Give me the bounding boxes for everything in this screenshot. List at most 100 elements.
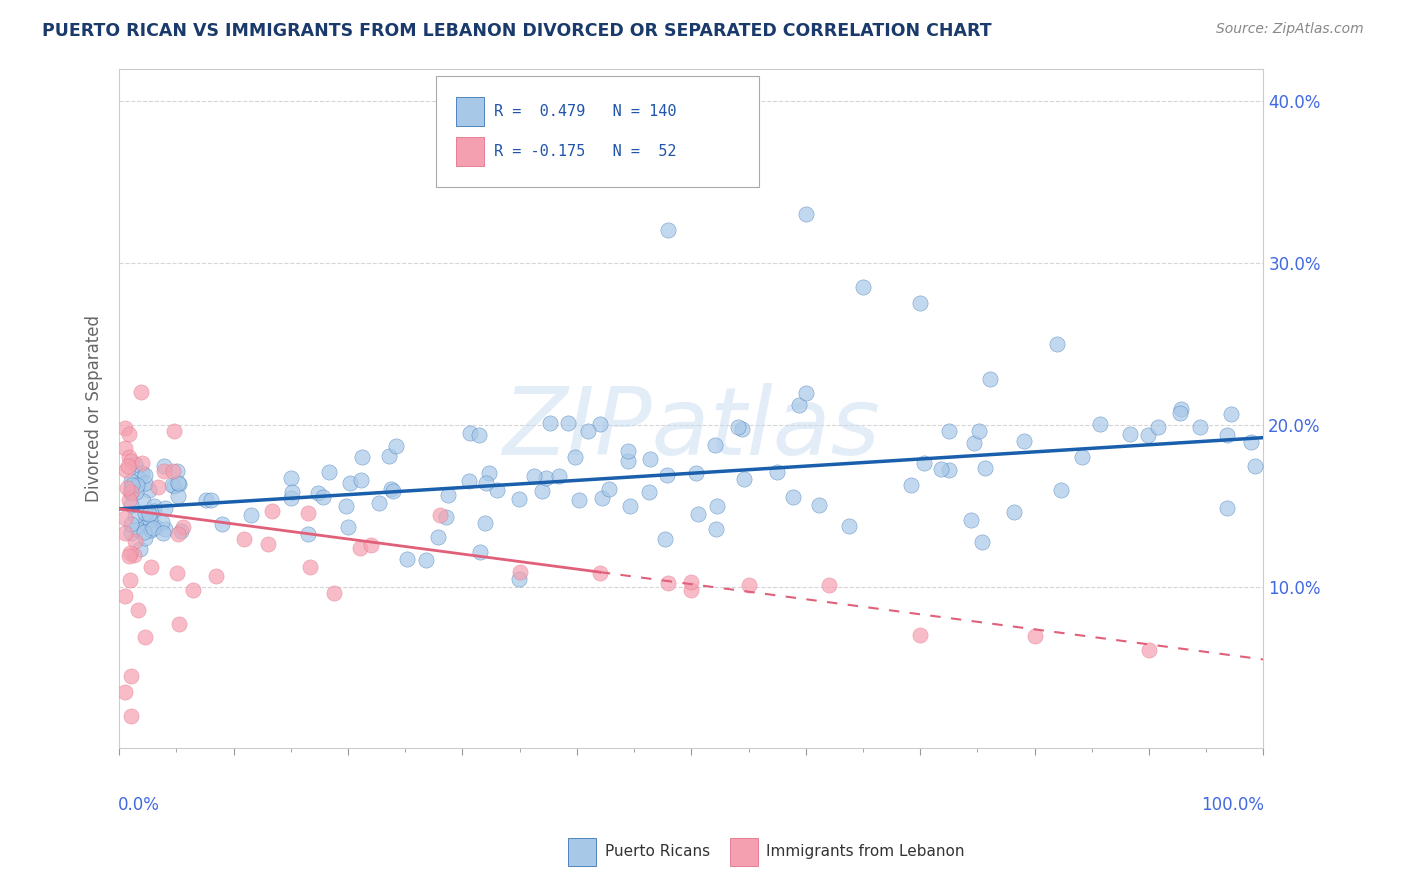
- Point: [852, 280, 875, 294]
- Point: [120, 485, 142, 500]
- Point: [591, 491, 613, 505]
- Point: [478, 466, 501, 480]
- Point: [360, 538, 382, 552]
- Point: [280, 471, 302, 485]
- Point: [808, 498, 831, 512]
- Point: [1119, 427, 1142, 442]
- Point: [114, 589, 136, 603]
- Point: [143, 499, 166, 513]
- Point: [766, 465, 789, 479]
- Point: [121, 478, 143, 492]
- Point: [120, 485, 142, 500]
- Point: [124, 533, 146, 548]
- Point: [1050, 483, 1073, 497]
- Point: [576, 424, 599, 438]
- Point: [731, 423, 754, 437]
- Point: [1170, 402, 1192, 417]
- Point: [142, 521, 165, 535]
- Point: [1240, 434, 1263, 449]
- Point: [132, 524, 155, 539]
- Point: [280, 491, 302, 505]
- Point: [139, 513, 162, 527]
- Point: [160, 478, 183, 492]
- Point: [240, 508, 263, 522]
- Point: [350, 473, 373, 487]
- Point: [114, 525, 136, 540]
- Point: [638, 485, 661, 500]
- Point: [349, 541, 371, 556]
- Point: [538, 416, 561, 430]
- Point: [169, 616, 191, 631]
- Point: [704, 438, 727, 452]
- Point: [568, 492, 591, 507]
- Point: [114, 441, 136, 455]
- Point: [681, 582, 703, 597]
- Point: [1220, 407, 1243, 421]
- Point: [335, 499, 357, 513]
- Point: [368, 496, 391, 510]
- Point: [131, 467, 153, 481]
- Point: [1090, 417, 1112, 431]
- Point: [706, 499, 728, 513]
- Point: [120, 709, 142, 723]
- Text: Source: ZipAtlas.com: Source: ZipAtlas.com: [1216, 22, 1364, 37]
- Text: 0.0%: 0.0%: [118, 796, 160, 814]
- Point: [200, 492, 222, 507]
- Point: [1216, 428, 1239, 442]
- Point: [120, 474, 142, 488]
- Point: [183, 582, 205, 597]
- Text: Immigrants from Lebanon: Immigrants from Lebanon: [766, 845, 965, 859]
- Point: [640, 452, 662, 467]
- Point: [1137, 427, 1160, 442]
- Point: [973, 461, 995, 475]
- Point: [838, 518, 860, 533]
- Point: [120, 454, 142, 468]
- Text: R =  0.479   N = 140: R = 0.479 N = 140: [494, 104, 676, 119]
- Point: [1188, 420, 1211, 434]
- Point: [817, 578, 839, 592]
- Point: [232, 533, 254, 547]
- Point: [118, 549, 141, 563]
- Point: [128, 472, 150, 486]
- Point: [143, 504, 166, 518]
- Point: [458, 426, 481, 441]
- Point: [118, 427, 141, 442]
- Point: [1170, 406, 1192, 420]
- Point: [475, 475, 498, 490]
- Point: [211, 516, 233, 531]
- Point: [120, 481, 142, 495]
- Point: [155, 522, 177, 536]
- Point: [152, 516, 174, 530]
- Point: [908, 296, 931, 310]
- Point: [166, 464, 188, 478]
- Point: [260, 504, 283, 518]
- Point: [617, 443, 640, 458]
- Point: [429, 508, 451, 522]
- Point: [396, 552, 419, 566]
- Point: [120, 498, 142, 512]
- Point: [557, 416, 579, 430]
- Point: [127, 522, 149, 536]
- Point: [657, 576, 679, 591]
- Point: [124, 458, 146, 472]
- Point: [380, 482, 402, 496]
- Point: [297, 506, 319, 520]
- Point: [657, 223, 679, 237]
- Point: [117, 458, 139, 473]
- Point: [959, 513, 981, 527]
- Point: [146, 480, 169, 494]
- Point: [162, 464, 184, 478]
- Point: [967, 425, 990, 439]
- Point: [654, 532, 676, 546]
- Point: [1012, 434, 1035, 449]
- Point: [1046, 336, 1069, 351]
- Point: [145, 520, 167, 534]
- Point: [523, 469, 546, 483]
- Point: [782, 490, 804, 504]
- Point: [120, 668, 142, 682]
- Point: [1244, 458, 1267, 473]
- Point: [299, 560, 322, 574]
- Point: [1137, 643, 1160, 657]
- Point: [688, 508, 710, 522]
- Point: [307, 486, 329, 500]
